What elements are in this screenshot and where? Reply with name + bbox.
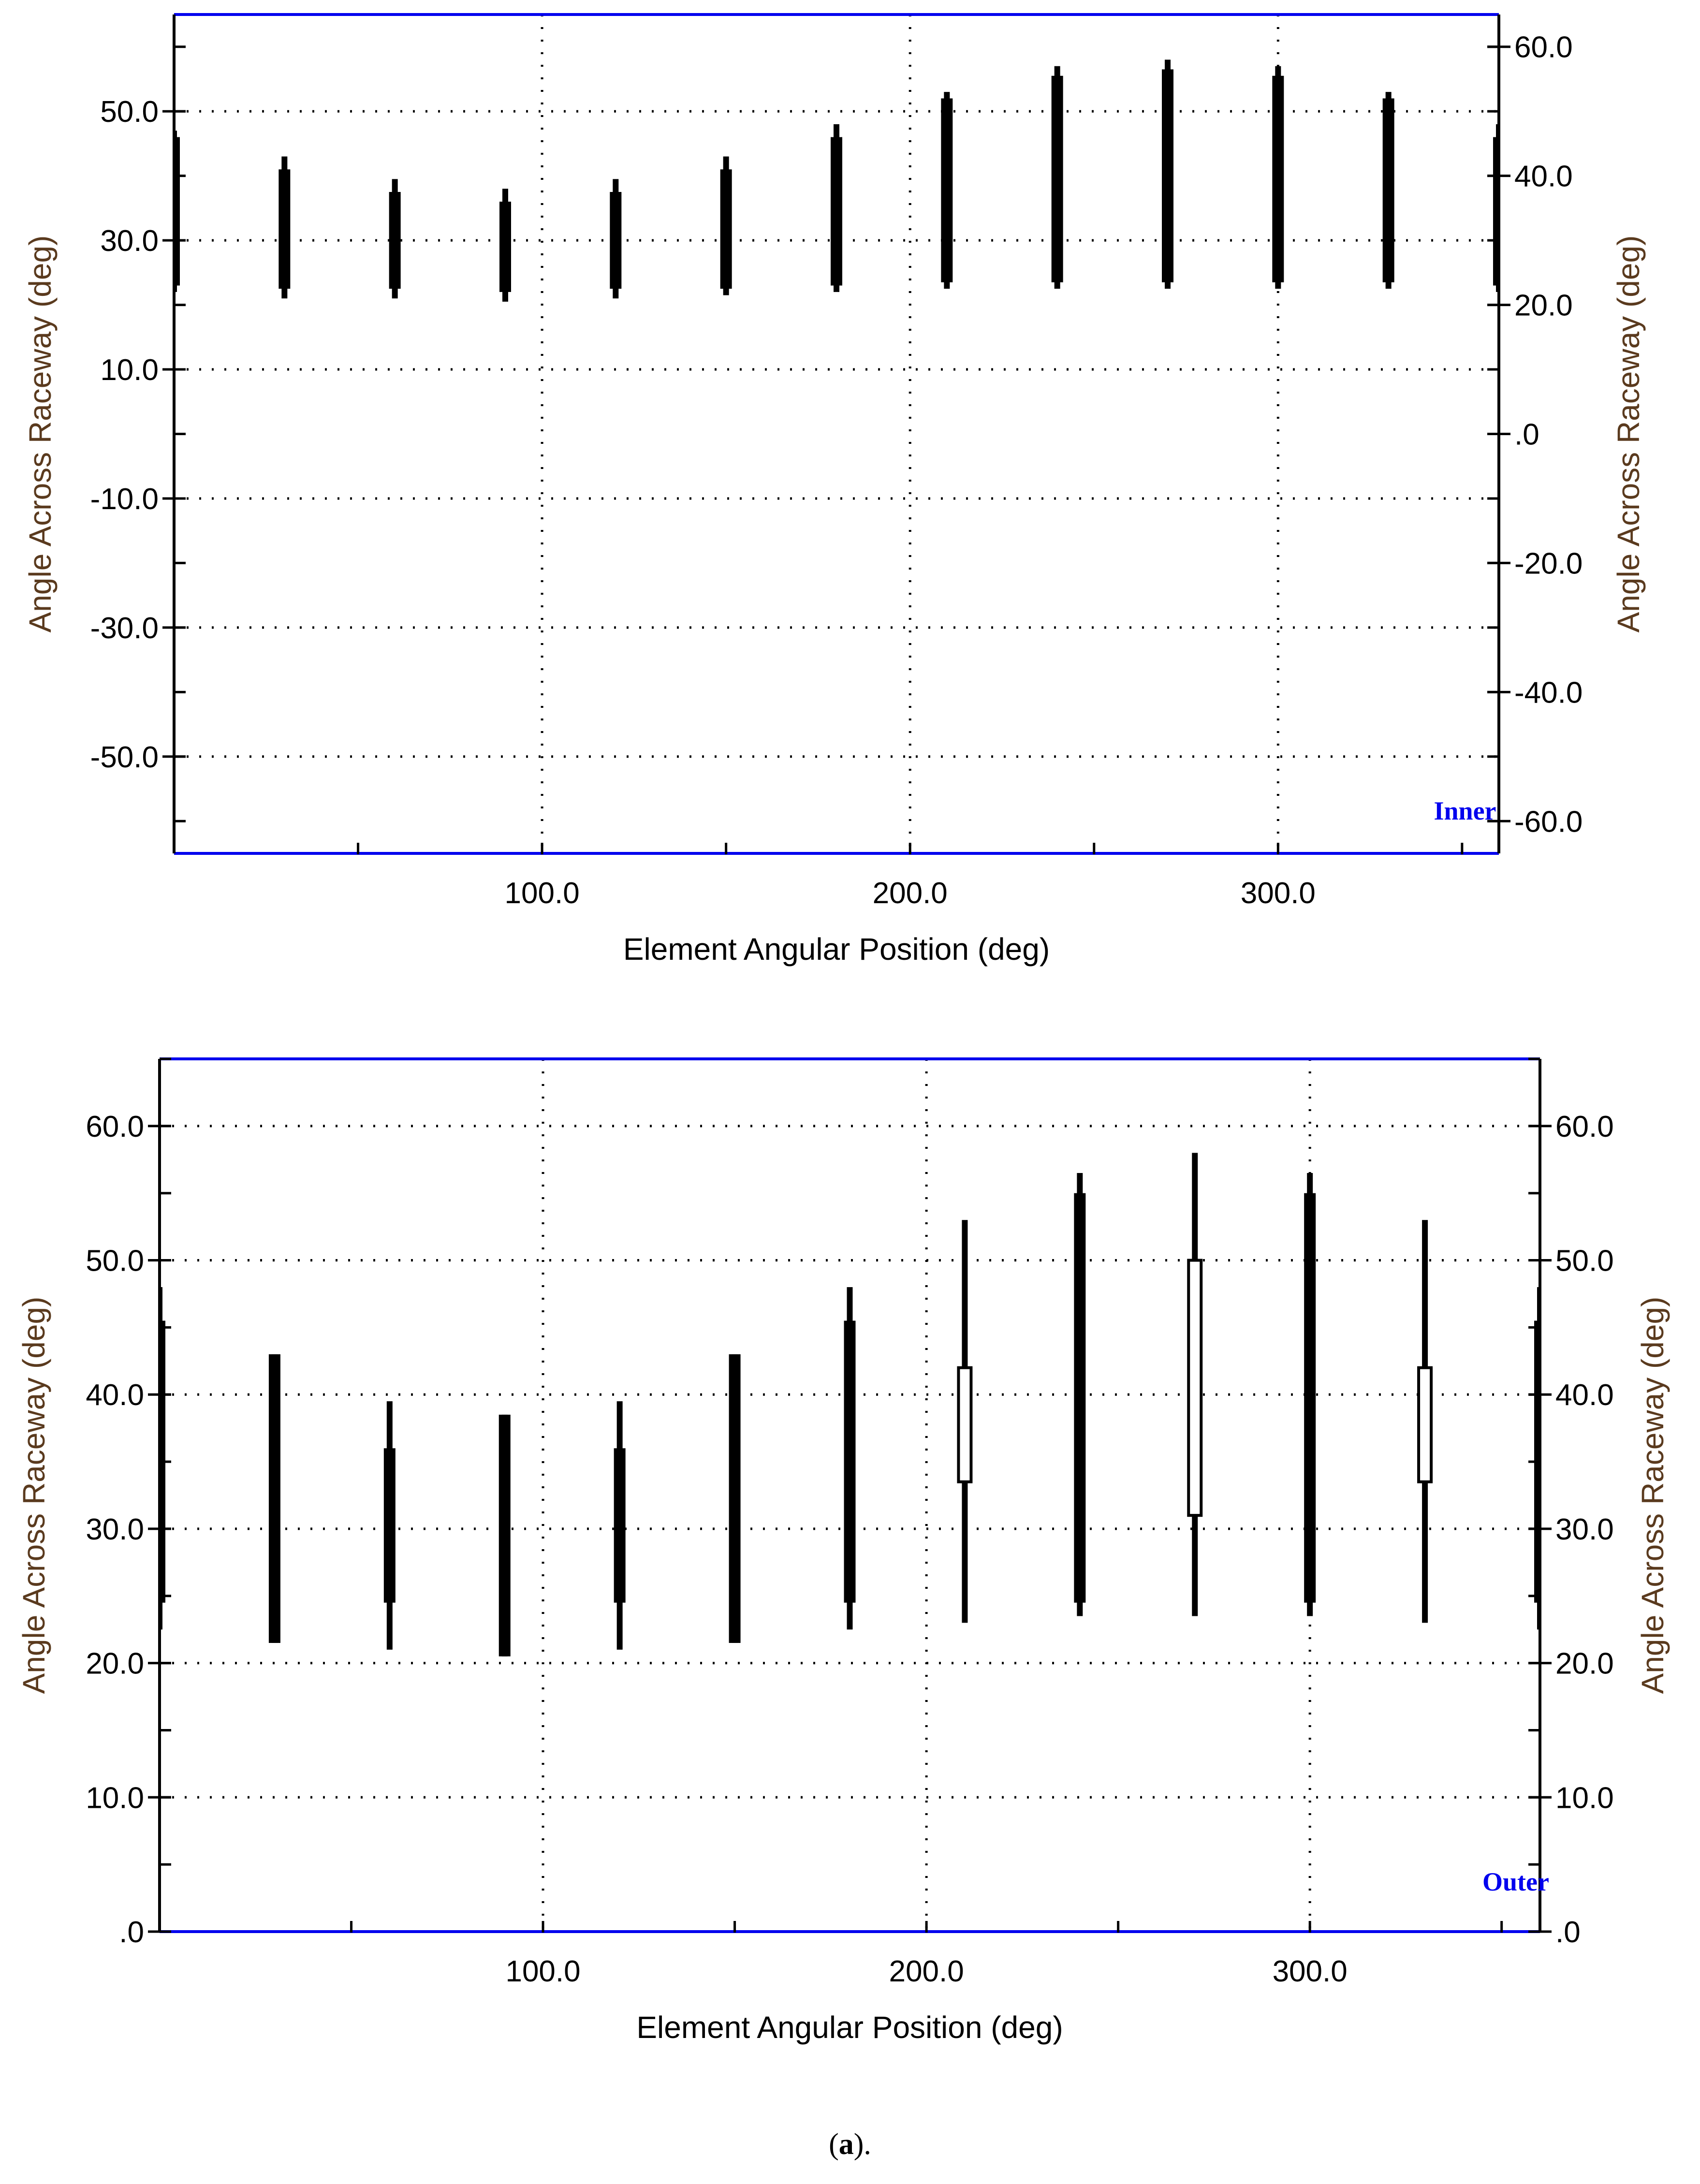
bar-inner-range xyxy=(729,1354,741,1643)
bar-inner-range xyxy=(614,1448,626,1603)
bar-inner-range xyxy=(1051,75,1063,282)
bar-inner-range xyxy=(1074,1193,1086,1603)
bar-inner-range xyxy=(268,1354,280,1643)
chart-outer: 60.0 50.0 40.0 30.0 20.0 10.0 .0 60.0 50.0 40.0 30… xyxy=(16,1057,1670,2045)
y-axis-label-left: Angle Across Raceway (deg) xyxy=(16,1297,51,1694)
y-axis-label-right: Angle Across Raceway (deg) xyxy=(1635,1297,1670,1694)
y-tick-label-left: -30.0 xyxy=(90,612,159,645)
x-axis-label: Element Angular Position (deg) xyxy=(623,932,1050,967)
caption-close: ). xyxy=(853,2128,871,2161)
caption-letter: a xyxy=(838,2128,854,2161)
bar-inner-range xyxy=(278,169,291,289)
y-tick-label-left: -10.0 xyxy=(90,483,159,516)
y-axis-label-right: Angle Across Raceway (deg) xyxy=(1611,235,1646,633)
y-tick-label-right: 60.0 xyxy=(1555,1110,1614,1143)
chart-inner: 50.0 30.0 10.0 -10.0 -30.0 -50.0 60.0 40.0 20.0.… xyxy=(23,13,1646,967)
x-tick-label: 100.0 xyxy=(505,1955,580,1988)
bar-inner-range xyxy=(1534,1320,1540,1603)
y-tick-label-right: 10.0 xyxy=(1555,1781,1614,1815)
y-tick-label-left: 30.0 xyxy=(86,1513,144,1546)
y-tick-label-left: 10.0 xyxy=(100,353,159,387)
x-tick-label: 300.0 xyxy=(1241,877,1316,910)
y-axis-label-left: Angle Across Raceway (deg) xyxy=(23,235,58,633)
y-tick-label-right: 40.0 xyxy=(1514,160,1573,193)
bar-inner-range-hollow xyxy=(957,1366,973,1483)
y-tick-label-left: -50.0 xyxy=(90,741,159,774)
y-tick-label-left: 50.0 xyxy=(86,1245,144,1278)
bar-inner-range xyxy=(1162,69,1173,282)
bar-inner-range xyxy=(1493,137,1499,286)
y-tick-label-right: -40.0 xyxy=(1514,676,1583,709)
bar-inner-range xyxy=(1272,75,1284,282)
y-tick-label-left: .0 xyxy=(119,1916,144,1949)
bar-inner-range xyxy=(720,169,732,289)
bar-inner-range-hollow xyxy=(1417,1366,1433,1483)
x-axis-label: Element Angular Position (deg) xyxy=(636,2010,1063,2045)
panel-label: Outer xyxy=(1482,1867,1549,1896)
x-tick-label: 100.0 xyxy=(505,877,580,910)
bar-inner-range xyxy=(1382,98,1394,282)
bar-inner-range xyxy=(498,1414,511,1656)
x-tick-label: 200.0 xyxy=(889,1955,964,1988)
bar-inner-range-hollow xyxy=(1187,1259,1203,1517)
y-tick-label-left: 40.0 xyxy=(86,1378,144,1412)
y-tick-label-right: 40.0 xyxy=(1555,1378,1614,1412)
bar-inner-range xyxy=(159,1320,165,1603)
y-tick-label-right: -60.0 xyxy=(1514,805,1583,838)
bars xyxy=(174,59,1499,302)
y-tick-label-right: 30.0 xyxy=(1555,1513,1614,1546)
x-tick-label: 300.0 xyxy=(1273,1955,1348,1988)
y-tick-label-left: 10.0 xyxy=(86,1781,144,1815)
bars xyxy=(159,1153,1540,1656)
bar-inner-range xyxy=(383,1448,396,1603)
bar-inner-range xyxy=(174,137,180,286)
y-tick-label-left: 60.0 xyxy=(86,1110,144,1143)
bar-inner-range xyxy=(941,98,953,282)
x-tick-label: 200.0 xyxy=(873,877,948,910)
bar-inner-range xyxy=(610,192,622,289)
y-tick-label-right: -20.0 xyxy=(1514,547,1583,580)
figure-caption: (a). xyxy=(0,2127,1700,2162)
bar-inner-range xyxy=(499,202,511,292)
bar-inner-range xyxy=(389,192,401,289)
y-tick-label-right: 20.0 xyxy=(1514,289,1573,322)
y-tick-label-left: 50.0 xyxy=(100,95,159,129)
y-tick-label-right: 50.0 xyxy=(1555,1245,1614,1278)
y-tick-label-left: 30.0 xyxy=(100,224,159,258)
y-tick-label-left: 20.0 xyxy=(86,1647,144,1681)
bar-inner-range xyxy=(844,1320,856,1603)
caption-open: ( xyxy=(829,2128,839,2161)
y-tick-label-right: 60.0 xyxy=(1514,31,1573,64)
panel-label: Inner xyxy=(1434,796,1496,825)
y-tick-label-right: .0 xyxy=(1555,1916,1581,1949)
y-tick-label-right: .0 xyxy=(1514,418,1539,452)
bar-inner-range xyxy=(831,137,842,286)
y-tick-label-right: 20.0 xyxy=(1555,1647,1614,1681)
bar-inner-range xyxy=(1304,1193,1316,1603)
